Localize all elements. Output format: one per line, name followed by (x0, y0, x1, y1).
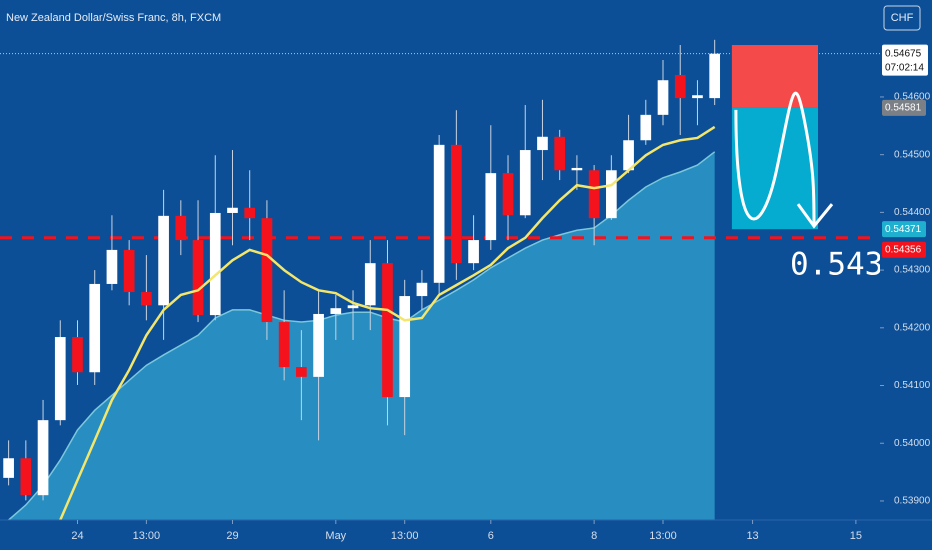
candle-body (519, 150, 531, 216)
candle-body (209, 212, 221, 316)
x-tick-label: 13 (746, 530, 758, 542)
candle-body (158, 215, 169, 306)
price-badge-label: 0.54581 (885, 103, 922, 114)
candle-body (123, 249, 135, 293)
price-axis (880, 0, 932, 520)
candle-body (657, 80, 669, 115)
stop-zone (731, 45, 819, 108)
candle-body (571, 167, 583, 171)
candle-body (261, 218, 273, 323)
candle-body (347, 305, 359, 309)
candle-body (141, 292, 152, 306)
candle-body (674, 75, 686, 99)
candle-body (554, 136, 566, 171)
candle-body (502, 173, 514, 216)
candle-body (416, 282, 428, 297)
x-tick-label: 24 (71, 530, 83, 542)
candle-body (399, 296, 411, 398)
candle-body (433, 144, 445, 283)
candle-body (244, 207, 256, 219)
candle-body (451, 144, 462, 264)
candle-body (54, 337, 66, 421)
x-tick-label: 13:00 (391, 530, 419, 542)
y-tick-label: 0.54500 (894, 149, 931, 160)
candle-body (192, 240, 204, 316)
currency[interactable]: CHF (891, 12, 914, 24)
y-tick-label: 0.54000 (894, 438, 931, 449)
candle-body (623, 140, 634, 171)
price-badge-label: 0.54356 (885, 244, 922, 255)
countdown: 07:02:14 (885, 62, 924, 73)
candle-body (485, 173, 497, 241)
ma-fast-line (59, 125, 716, 521)
ma-slow-line (8, 151, 716, 521)
y-tick-label: 0.54400 (894, 207, 931, 218)
price-badge-label: 0.54371 (885, 224, 922, 235)
y-tick-label: 0.54100 (894, 380, 931, 391)
x-tick-label: 13:00 (133, 530, 161, 542)
candle-body (89, 283, 101, 373)
currency-box[interactable] (883, 5, 921, 31)
price-badge (882, 221, 926, 238)
x-tick-label: 8 (591, 530, 597, 542)
last-price-badge (882, 44, 928, 76)
x-tick-label: 6 (488, 530, 494, 542)
candle-body (175, 215, 187, 241)
candle-body (227, 207, 238, 213)
x-tick-label: 29 (226, 530, 238, 542)
candle-body (709, 53, 721, 99)
arrow-head (796, 203, 834, 229)
candle-body (20, 458, 32, 496)
x-tick-label: 13:00 (649, 530, 677, 542)
y-tick-label: 0.54600 (894, 92, 931, 103)
candle-body (468, 240, 479, 264)
candle-body (606, 170, 617, 219)
chart-title: New Zealand Dollar/Swiss Franc, 8h, FXCM (6, 12, 221, 24)
candle-body (330, 308, 342, 314)
candle-body (382, 263, 393, 398)
price-badge (882, 99, 926, 116)
candle-body (278, 322, 290, 368)
candle-body (537, 136, 548, 151)
candle-body (313, 313, 324, 377)
candle-body (364, 263, 376, 306)
price-badge (882, 241, 926, 258)
y-tick-label: 0.54300 (894, 265, 931, 276)
trade-arrow (734, 91, 816, 225)
y-tick-label: 0.54200 (894, 322, 931, 333)
candle-body (296, 367, 307, 377)
candle-body (72, 337, 83, 373)
candle-body (640, 114, 652, 141)
candle-body (692, 95, 703, 99)
ma-slow-area (8, 151, 715, 520)
candle-body (588, 170, 600, 219)
candle-body (106, 249, 118, 284)
x-tick-label: May (325, 530, 346, 542)
last-price-label: 0.54675 (885, 48, 922, 59)
x-tick-label: 15 (850, 530, 862, 542)
candle-body (3, 458, 14, 478)
y-tick-label: 0.53900 (894, 496, 931, 507)
candle-body (37, 420, 49, 496)
